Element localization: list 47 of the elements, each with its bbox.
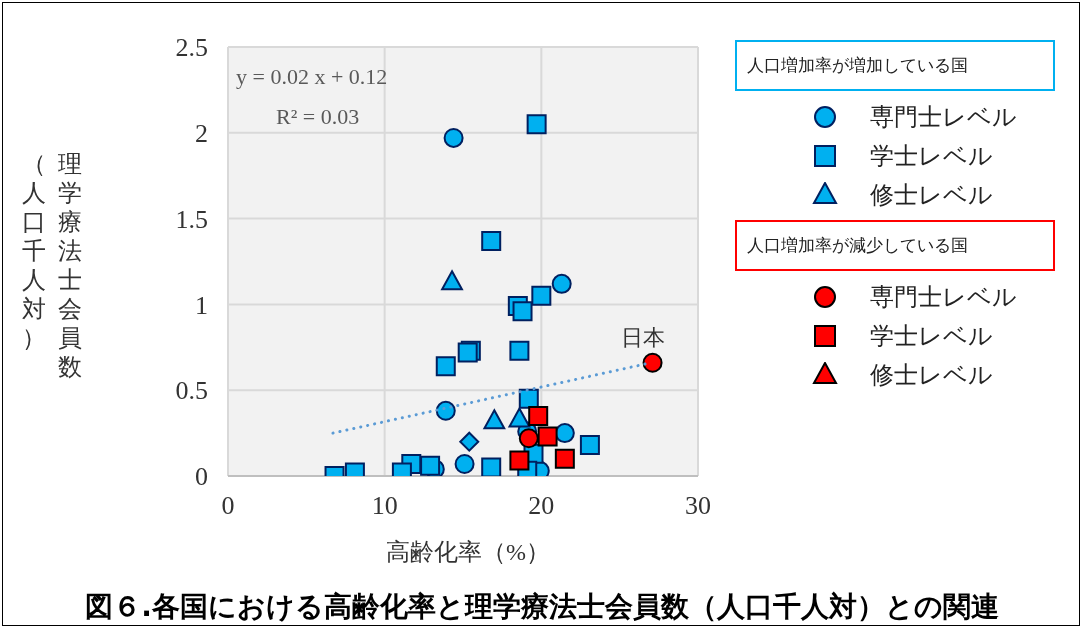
text: 人口増加率が減少している国 — [735, 220, 1055, 271]
point — [642, 352, 663, 373]
point — [579, 435, 600, 456]
x-tick-label: 30 — [685, 491, 711, 521]
point — [528, 405, 549, 426]
text: 人口増加率が増加している国 — [735, 40, 1055, 91]
point — [551, 273, 572, 294]
point — [481, 457, 502, 476]
x-tick-label: 20 — [528, 491, 555, 521]
legend-label: 学士レベル — [870, 141, 993, 171]
legend-label: 修士レベル — [870, 180, 993, 210]
legend-label: 修士レベル — [870, 360, 993, 390]
point — [441, 270, 463, 291]
annotation: 日本 — [620, 324, 665, 350]
x-axis-title: 高齢化率（%） — [386, 538, 550, 567]
text: 理学療法士会員数（人口千人対） — [22, 151, 82, 380]
point — [554, 423, 575, 444]
point — [481, 230, 502, 251]
point — [443, 127, 464, 148]
point — [454, 454, 475, 474]
annotation: y = 0.02 x + 0.12 — [236, 64, 388, 90]
y-tick-label: 2 — [195, 119, 208, 149]
x-tick-label: 0 — [221, 491, 235, 521]
point — [531, 285, 552, 306]
text: 図６.各国における高齢化率と理学療法士会員数（人口千人対）との関連 — [84, 589, 1000, 625]
x-tick-label: 10 — [371, 491, 398, 521]
legend-label: 専門士レベル — [870, 102, 1017, 132]
y-tick-label: 0.5 — [175, 376, 208, 406]
point — [509, 450, 530, 471]
legend-label: 学士レベル — [870, 321, 993, 351]
point — [435, 356, 456, 377]
point — [459, 431, 480, 452]
point — [554, 448, 575, 469]
y-tick-label: 1.5 — [175, 204, 208, 234]
point — [526, 114, 547, 135]
point — [537, 426, 558, 447]
y-tick-label: 1 — [195, 290, 208, 320]
point — [518, 428, 539, 449]
point — [435, 400, 456, 421]
annotation: R² = 0.03 — [276, 104, 360, 130]
y-tick-label: 0 — [195, 462, 208, 492]
y-tick-label: 2.5 — [175, 33, 208, 63]
point — [509, 340, 530, 361]
legend-label: 専門士レベル — [870, 282, 1017, 312]
point — [512, 301, 533, 322]
point — [508, 407, 531, 428]
point — [483, 409, 506, 430]
